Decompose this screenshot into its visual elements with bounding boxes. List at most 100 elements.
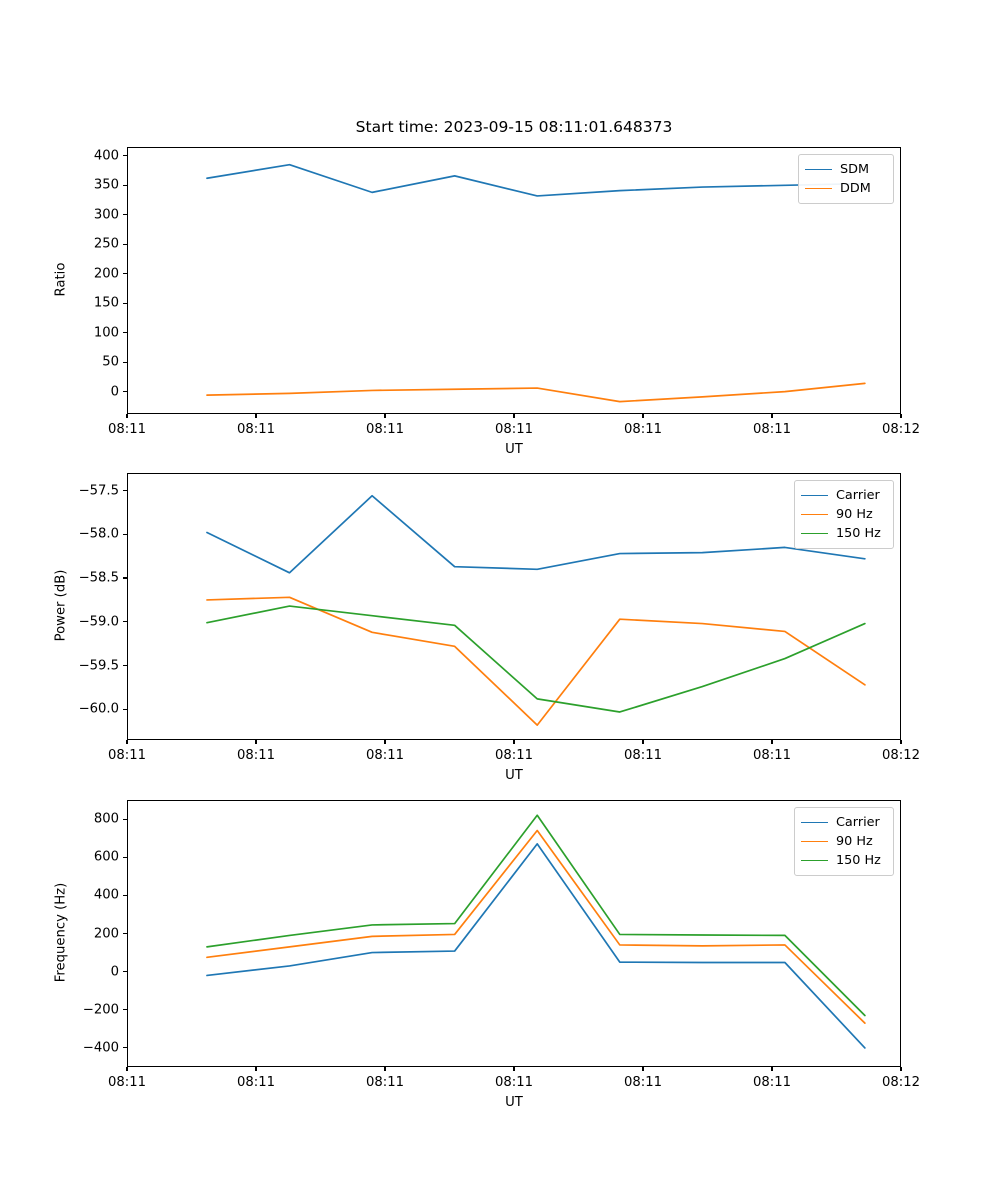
- y-tickmark: [123, 894, 127, 896]
- y-tick-label-frequency: 200: [93, 926, 119, 941]
- y-tickmark: [123, 155, 127, 157]
- x-tickmark: [513, 1067, 515, 1071]
- y-tickmark: [123, 932, 127, 935]
- y-tick-label-frequency: −400: [82, 1040, 119, 1056]
- legend-label: DDM: [840, 181, 871, 196]
- legend-swatch-150-hz: [801, 860, 828, 861]
- series-line-sdm: [206, 163, 866, 197]
- y-tickmark: [123, 214, 127, 216]
- y-tick-label-power: −59.5: [78, 658, 119, 674]
- legend-swatch-carrier: [801, 822, 828, 823]
- y-tick-label-ratio: 150: [93, 295, 119, 311]
- y-tickmark: [123, 1009, 127, 1011]
- legend-power: Carrier 90 Hz 150 Hz: [794, 480, 894, 549]
- legend-label: 90 Hz: [836, 507, 873, 522]
- legend-frequency: Carrier 90 Hz 150 Hz: [794, 807, 894, 876]
- y-tick-label-frequency: 600: [93, 849, 119, 865]
- x-tick-label-power: 08:11: [752, 748, 792, 763]
- legend-swatch-90-hz: [801, 514, 828, 515]
- legend-entry: 90 Hz: [801, 832, 886, 851]
- legend-entry: 150 Hz: [801, 851, 886, 870]
- y-tick-label-power: −59.0: [78, 614, 119, 630]
- x-tickmark: [384, 414, 386, 418]
- x-tickmark: [771, 740, 773, 744]
- y-tick-label-frequency: −200: [82, 1002, 119, 1018]
- y-tickmark: [123, 489, 127, 492]
- x-tickmark: [255, 414, 257, 418]
- y-tickmark: [123, 184, 127, 186]
- series-line-ddm: [206, 382, 866, 403]
- x-tick-label-ratio: 08:11: [236, 422, 276, 437]
- x-tick-label-ratio: 08:11: [365, 422, 405, 437]
- x-axis-label-frequency: UT: [505, 1095, 523, 1110]
- legend-label: Carrier: [836, 488, 880, 503]
- y-tick-label-frequency: 800: [93, 811, 119, 827]
- y-tickmark: [123, 708, 127, 710]
- x-tickmark: [513, 740, 515, 744]
- x-tick-label-ratio: 08:11: [623, 422, 663, 437]
- plot-area-power: [127, 473, 901, 740]
- legend-swatch-carrier: [801, 495, 828, 496]
- y-tick-label-ratio: 350: [93, 177, 119, 193]
- x-tickmark: [255, 740, 257, 744]
- y-tick-label-ratio: 0: [110, 384, 119, 400]
- figure-title: Start time: 2023-09-15 08:11:01.648373: [355, 118, 673, 136]
- y-tickmark: [123, 971, 127, 973]
- y-tick-label-frequency: 400: [93, 887, 119, 903]
- series-line-90-hz: [206, 829, 866, 1024]
- plot-area-ratio: [127, 147, 901, 414]
- y-tick-label-power: −57.5: [78, 483, 119, 498]
- legend-label: 90 Hz: [836, 834, 873, 849]
- legend-entry: SDM: [805, 160, 886, 179]
- x-tick-label-frequency: 08:11: [494, 1075, 534, 1090]
- y-tickmark: [123, 665, 127, 667]
- y-tickmark: [123, 361, 127, 363]
- x-tick-label-power: 08:11: [107, 748, 147, 763]
- y-tickmark: [123, 621, 127, 623]
- y-tickmark: [123, 818, 127, 820]
- legend-swatch-150-hz: [801, 533, 828, 534]
- series-line-carrier: [206, 494, 866, 574]
- y-tick-label-ratio: 250: [93, 236, 119, 252]
- x-tickmark: [126, 740, 128, 744]
- x-tickmark: [771, 1067, 773, 1071]
- x-tick-label-ratio: 08:11: [494, 422, 534, 437]
- legend-label: 150 Hz: [836, 526, 881, 541]
- y-tick-label-frequency: 0: [110, 964, 119, 980]
- x-axis-label-ratio: UT: [505, 442, 523, 457]
- legend-entry: DDM: [805, 179, 886, 198]
- x-tick-label-frequency: 08:11: [752, 1075, 792, 1090]
- legend-label: SDM: [840, 162, 870, 177]
- x-tick-label-frequency: 08:11: [623, 1075, 663, 1090]
- legend-entry: Carrier: [801, 813, 886, 832]
- x-tick-label-power: 08:11: [494, 748, 534, 763]
- x-tick-label-ratio: 08:11: [107, 422, 147, 437]
- x-tickmark: [126, 1067, 128, 1071]
- y-tick-label-power: −60.0: [78, 701, 119, 717]
- x-axis-label-power: UT: [505, 768, 523, 783]
- y-tickmark: [123, 856, 127, 858]
- y-tickmark: [123, 273, 127, 275]
- x-tickmark: [642, 414, 644, 418]
- y-tickmark: [123, 243, 127, 245]
- x-tickmark: [384, 740, 386, 744]
- legend-entry: 90 Hz: [801, 505, 886, 524]
- x-tick-label-power: 08:12: [881, 748, 921, 763]
- y-tick-label-ratio: 200: [93, 266, 119, 282]
- y-tickmark: [123, 577, 127, 579]
- x-tickmark: [384, 1067, 386, 1071]
- x-tickmark: [900, 414, 902, 418]
- legend-entry: Carrier: [801, 486, 886, 505]
- x-tick-label-frequency: 08:12: [881, 1075, 921, 1090]
- y-tick-label-ratio: 300: [93, 207, 119, 223]
- series-line-carrier: [206, 843, 866, 1049]
- x-tickmark: [642, 1067, 644, 1071]
- y-tickmark: [123, 332, 127, 334]
- series-line-150-hz: [206, 814, 866, 1017]
